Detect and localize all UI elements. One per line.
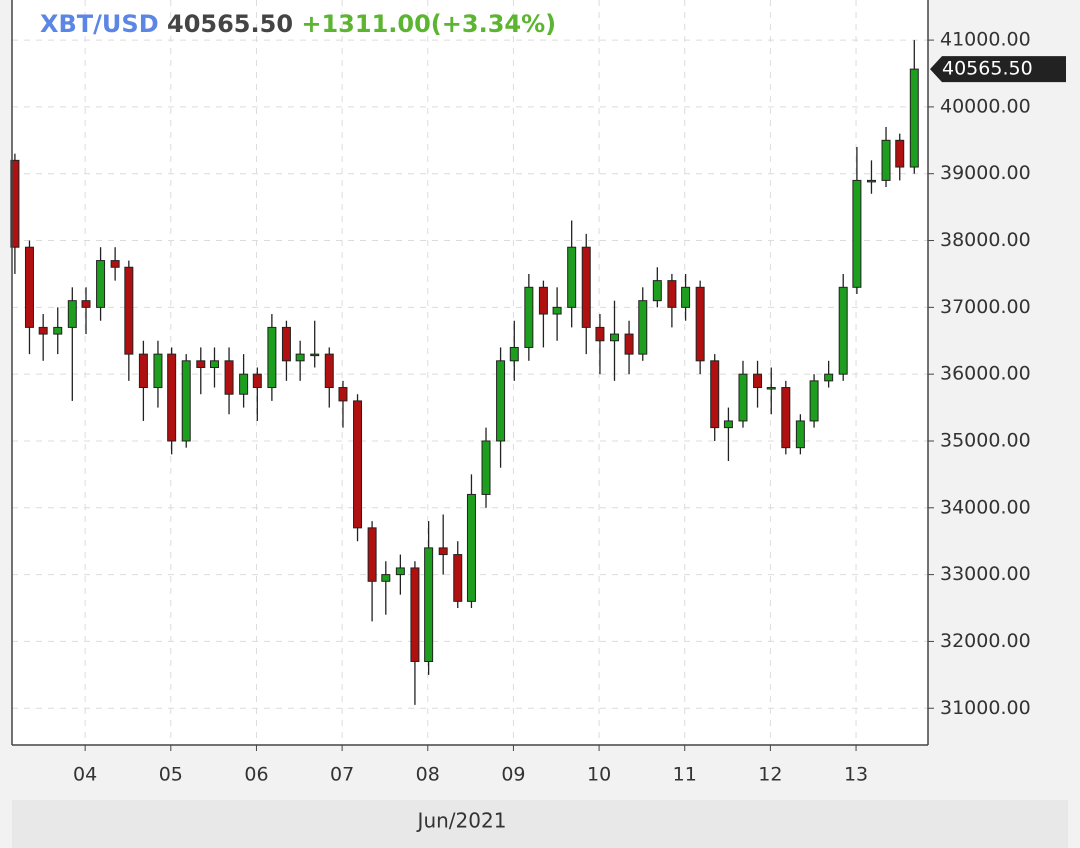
candle-body [652, 280, 662, 302]
candle-body [153, 353, 163, 389]
candle-body [239, 373, 249, 395]
candles [10, 40, 919, 705]
candle-body [67, 300, 77, 328]
y-tick-label: 34000.00 [940, 496, 1031, 518]
y-tick-label: 37000.00 [940, 296, 1031, 318]
y-tick-label: 41000.00 [940, 29, 1031, 51]
candle-body [509, 346, 519, 362]
x-tick-label: 10 [587, 764, 611, 786]
x-tick-label: 04 [73, 764, 97, 786]
candle-body [96, 260, 106, 308]
y-tick-label: 38000.00 [940, 229, 1031, 251]
candle-body [723, 420, 733, 429]
y-tick-label: 40000.00 [940, 95, 1031, 117]
candle-body [695, 286, 705, 362]
candle-body [252, 373, 262, 389]
change: +1311.00(+3.34%) [301, 10, 556, 38]
candle-body [895, 139, 905, 168]
plot-area [12, 0, 928, 745]
last-price: 40565.50 [167, 10, 293, 38]
candle-body [424, 547, 434, 662]
x-tick-label: 12 [758, 764, 782, 786]
candle-body [881, 139, 891, 181]
y-tick-label: 35000.00 [940, 429, 1031, 451]
candle-body [381, 574, 391, 582]
candle-body [524, 286, 534, 348]
y-tick-label: 32000.00 [940, 630, 1031, 652]
x-tick-label: 07 [330, 764, 354, 786]
candle-body [581, 246, 591, 328]
candle-body [538, 286, 548, 315]
y-tick-label: 36000.00 [940, 363, 1031, 385]
candle-body [795, 420, 805, 449]
candle-body [738, 373, 748, 422]
candle-body [552, 306, 562, 315]
candle-body [24, 246, 34, 328]
x-tick-label: 13 [844, 764, 868, 786]
candle-body [38, 326, 48, 335]
candle-body [353, 400, 363, 529]
candle-body [196, 360, 206, 368]
candle-body [124, 266, 134, 355]
candle-body [838, 286, 848, 375]
candle-body [81, 300, 91, 308]
candle-body [438, 547, 448, 556]
candle-body [410, 567, 420, 662]
symbol: XBT/USD [40, 10, 159, 38]
candle-body [481, 440, 491, 495]
candle-body [624, 333, 634, 355]
x-tick-label: 06 [244, 764, 268, 786]
candle-body [681, 286, 691, 308]
candle-body [310, 353, 320, 357]
candle-body [367, 527, 377, 582]
x-tick-label: 05 [159, 764, 183, 786]
candle-body [110, 260, 120, 268]
x-axis-band [12, 800, 1068, 848]
candle-body [295, 353, 305, 362]
candle-body [453, 554, 463, 602]
candle-body [395, 567, 405, 576]
candle-body [710, 360, 720, 429]
candle-body [595, 326, 605, 342]
candle-body [496, 360, 506, 442]
candle-body [10, 159, 20, 248]
candle-body [167, 353, 177, 442]
candle-body [866, 179, 876, 183]
candle-body [138, 353, 148, 389]
candle-body [267, 326, 277, 389]
candle-body [567, 246, 577, 308]
candle-body [638, 300, 648, 355]
candle-body [610, 333, 620, 342]
x-tick-label: 09 [501, 764, 525, 786]
y-tick-label: 31000.00 [940, 697, 1031, 719]
candle-body [53, 326, 63, 335]
candle-body [466, 493, 476, 602]
grid [12, 0, 928, 745]
candle-body [766, 387, 776, 390]
last-price-tag [930, 56, 1066, 83]
candle-body [281, 326, 291, 362]
candle-body [667, 280, 677, 308]
candle-body [824, 373, 834, 382]
candle-body [209, 360, 219, 368]
y-tick-label: 39000.00 [940, 162, 1031, 184]
axes: 31000.00 32000.00 33000.00 34000.00 35000.00… [73, 29, 1066, 786]
candle-body [909, 68, 919, 168]
candle-body [338, 387, 348, 402]
x-tick-label: 08 [416, 764, 440, 786]
candle-body [809, 380, 819, 422]
candle-body [181, 360, 191, 442]
candle-body [852, 179, 862, 288]
header: XBT/USD 40565.50 +1311.00(+3.34%) [40, 10, 556, 38]
last-price-label: 40565.50 [942, 58, 1033, 80]
candle-body [224, 360, 234, 395]
x-axis-label: Jun/2021 [416, 809, 507, 833]
y-tick-label: 33000.00 [940, 563, 1031, 585]
candle-body [781, 387, 791, 449]
candle-body [753, 373, 763, 389]
candle-body [324, 353, 334, 389]
x-tick-label: 11 [673, 764, 697, 786]
